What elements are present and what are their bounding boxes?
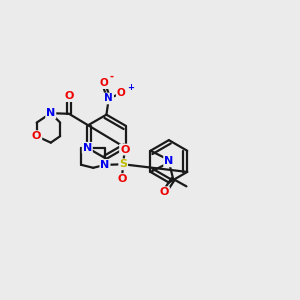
Text: O: O	[32, 131, 41, 141]
Text: S: S	[119, 159, 127, 169]
Text: O: O	[64, 91, 74, 101]
Text: O: O	[99, 78, 108, 88]
Text: N: N	[164, 156, 173, 166]
Text: N: N	[104, 94, 113, 103]
Text: +: +	[127, 82, 134, 91]
Text: O: O	[160, 187, 169, 197]
Text: O: O	[117, 88, 125, 98]
Text: O: O	[117, 174, 126, 184]
Text: -: -	[110, 72, 113, 82]
Text: O: O	[120, 145, 129, 154]
Text: N: N	[83, 143, 92, 153]
Text: N: N	[100, 160, 110, 170]
Text: N: N	[46, 108, 56, 118]
